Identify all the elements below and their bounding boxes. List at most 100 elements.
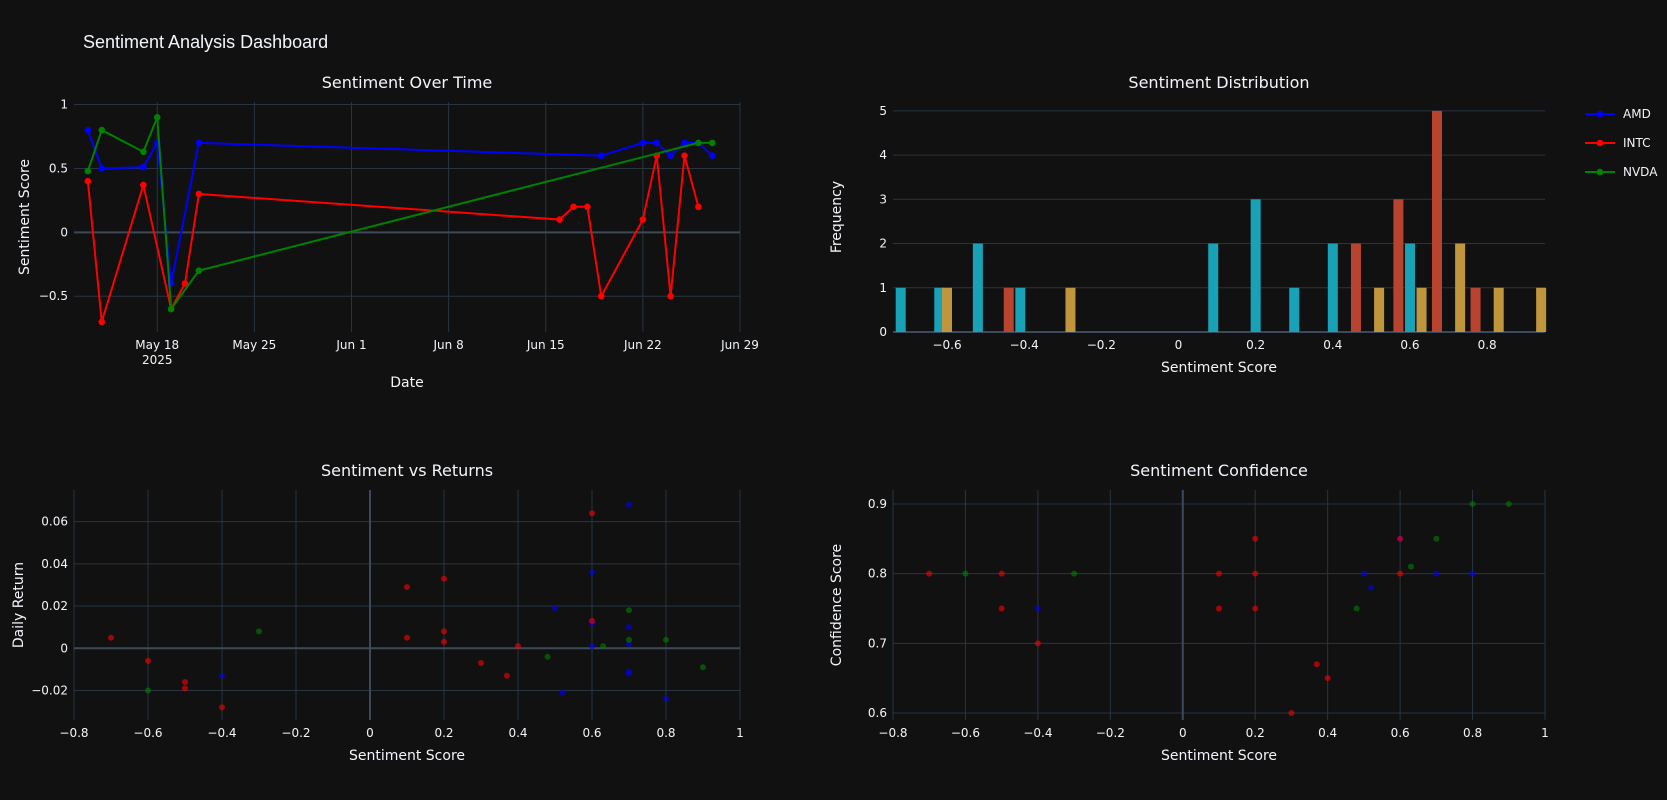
x-axis-title: Sentiment Score [349,748,465,764]
data-point-nvda [98,126,106,134]
x-axis-title: Sentiment Score [1161,748,1277,764]
x-tick-label: −0.6 [133,726,162,740]
scatter-point-intc [1216,605,1222,612]
y-tick-label: 2 [879,237,887,251]
histogram-bar-nvda [1536,287,1547,332]
scatter-point-intc [182,679,188,686]
y-tick-label: 0.06 [41,515,68,529]
data-point-intc [98,318,106,326]
y-tick-label: −0.02 [31,683,68,697]
panel-sentiment-distribution: 0 1 2 3 4 5 −0.6 −0.4 −0.2 0 0.2 0.4 0.6 0.8 Sentiment… [829,73,1547,376]
y-tick-label: 0.9 [868,497,887,511]
scatter-point-amd [626,670,632,677]
data-point-intc [195,190,203,198]
data-point-intc [570,203,577,211]
scatter-point-intc [1252,535,1259,542]
data-point-amd [84,126,92,134]
x-tick-label: 0 [1175,338,1183,352]
legend[interactable]: AMD INTC NVDA [1585,107,1658,179]
data-point-amd [195,139,203,147]
x-tick-label: Jun 1 [335,338,366,352]
legend-label: NVDA [1623,165,1658,179]
histogram-bar-amd [1404,243,1415,332]
scatter-point-nvda [962,570,969,577]
scatter-point-intc [108,634,114,641]
scatter-point-intc [926,570,933,577]
data-point-amd [667,152,674,159]
x-tick-label: −0.4 [1023,726,1052,740]
data-point-intc [140,181,147,189]
y-tick-label: 0.5 [49,161,68,175]
y-tick-label: 1 [60,98,68,112]
scatter-point-nvda [1433,535,1440,542]
legend-item-amd[interactable]: AMD [1585,107,1651,121]
x-tick-label: 0.8 [656,726,675,740]
scatter-point-nvda [1071,570,1078,577]
histogram-bar-amd [895,287,906,332]
x-tick-label: −0.2 [1087,338,1116,352]
legend-item-intc[interactable]: INTC [1585,136,1651,150]
data-point-amd [681,139,688,147]
scatter-point-intc [1313,661,1320,668]
data-point-intc [556,216,563,223]
histogram-bar-amd [934,287,945,332]
histogram-bar-nvda [942,287,953,332]
data-point-intc [84,177,92,185]
histogram-bar-intc [1470,287,1481,332]
scatter-point-amd [626,624,632,631]
x-axis-title: Sentiment Score [1161,360,1277,376]
y-tick-label: 0 [60,225,68,239]
scatter-point-nvda [626,607,632,614]
data-point-amd [653,139,661,147]
y-axis-title: Daily Return [11,562,27,648]
scatter-point-amd [663,695,669,702]
data-point-amd [140,163,147,171]
scatter-point-intc [219,704,225,711]
y-tick-label: 1 [879,281,887,295]
scatter-point-nvda [145,687,151,694]
x-tick-label: 1 [1541,726,1549,740]
subplot-title: Sentiment Distribution [1128,73,1309,92]
data-point-nvda [708,139,716,147]
y-tick-label: 3 [879,192,887,206]
scatter-point-intc [1324,675,1331,682]
histogram-bar-nvda [1493,287,1504,332]
histogram-bar-nvda [1065,287,1076,332]
scatter-point-intc [515,643,521,650]
scatter-point-intc [182,685,188,692]
scatter-point-intc [478,660,484,667]
scatter-point-amd [626,501,632,508]
x-tick-label: 0.2 [1246,726,1265,740]
y-tick-label: 0.6 [868,706,887,720]
histogram-bar-intc [1393,199,1404,332]
histogram-bar-amd [1250,199,1261,332]
scatter-point-intc [145,657,151,664]
scatter-point-nvda [1407,563,1414,570]
x-tick-label: −0.4 [1010,338,1039,352]
x-tick-label: −0.8 [59,726,88,740]
data-point-intc [681,152,688,159]
scatter-point-intc [1216,570,1222,577]
scatter-point-nvda [1469,500,1476,507]
x-tick-label: 0 [1179,726,1187,740]
data-point-intc [181,280,189,287]
x-tick-label: −0.4 [207,726,236,740]
x-tick-label: 0.2 [1246,338,1265,352]
scatter-point-intc [589,510,595,517]
x-tick-label: Jun 29 [720,338,759,352]
scatter-point-intc [998,570,1005,577]
histogram-bar-amd [1327,243,1338,332]
scatter-point-nvda [1353,605,1360,612]
data-point-nvda [153,114,161,121]
scatter-point-nvda [663,636,669,643]
legend-label: AMD [1623,107,1651,121]
x-tick-label: Jun 15 [526,338,565,352]
scatter-point-amd [1368,584,1375,591]
x-tick-label: 0.4 [508,726,527,740]
legend-item-nvda[interactable]: NVDA [1585,165,1658,179]
scatter-point-amd [1360,570,1367,577]
data-point-intc [639,216,647,223]
x-tick-label: 0 [366,726,374,740]
scatter-point-amd [1034,605,1041,612]
